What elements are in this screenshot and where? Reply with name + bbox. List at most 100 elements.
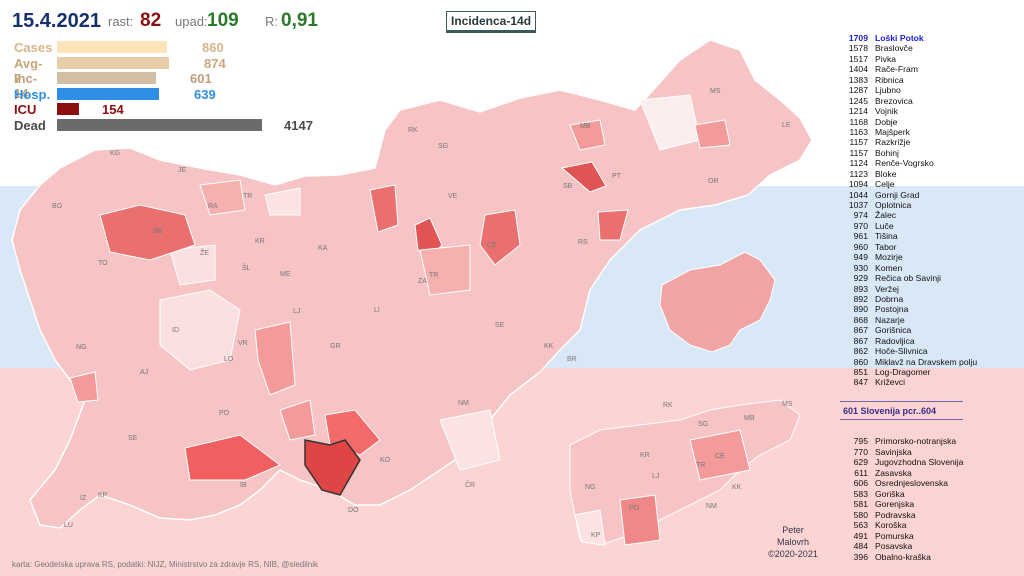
growth-label: rast:	[108, 14, 134, 29]
inset-region-label: LJ	[652, 473, 659, 480]
list-item-name: Ribnica	[875, 74, 904, 85]
inset-region-label: CE	[715, 453, 725, 460]
list-item: 867 Gorišnica	[840, 325, 977, 335]
author-credit: Peter Malovrh ©2020-2021	[750, 524, 836, 560]
list-item: 1094 Celje	[840, 179, 977, 189]
stat-label: Cases	[14, 40, 53, 55]
stat-value: 860	[202, 40, 224, 55]
list-item-name: Bohinj	[875, 147, 899, 158]
region-celje	[479, 209, 521, 266]
list-item-name: Oplotnica	[875, 200, 912, 210]
town-label: ZA	[418, 278, 427, 285]
town-label: VR	[238, 340, 248, 347]
town-label: SE	[128, 435, 138, 442]
town-label: KO	[380, 457, 391, 464]
town-label: LO	[224, 356, 234, 363]
inset-region-label: NM	[706, 503, 717, 510]
town-label: IZ	[80, 495, 87, 502]
list-item-name: Log-Dragomer	[875, 367, 931, 377]
town-label: KP	[98, 492, 108, 499]
town-label: RS	[578, 239, 588, 246]
slovenia-outline	[11, 39, 813, 529]
inset-region-label: PO	[629, 505, 640, 512]
list-item: 892 Dobrna	[840, 294, 977, 304]
inset-region-label: KK	[732, 484, 742, 491]
list-item-name: Jugovzhodna Slovenija	[875, 457, 964, 468]
list-item: 960 Tabor	[840, 242, 977, 252]
list-item-name: Luče	[875, 220, 894, 231]
stat-value: 874	[204, 55, 226, 71]
list-item: 970 Luče	[840, 221, 977, 231]
inset-region-label: NG	[585, 484, 596, 491]
list-item-value: 1163	[849, 126, 868, 137]
list-item-value: 1404	[848, 64, 868, 75]
list-item-name: Mozirje	[875, 252, 903, 263]
slovenia-total: 601 Slovenija pcr..604	[843, 406, 937, 416]
list-item-value: 1578	[848, 43, 868, 54]
list-item: 893 Veržej	[840, 284, 977, 294]
inset-region-label: MS	[782, 401, 793, 408]
list-item-value: 862	[853, 346, 868, 357]
town-label: CE	[487, 242, 497, 249]
list-item-value: 1094	[848, 179, 868, 190]
town-label: LU	[64, 522, 73, 529]
list-item-name: Podravska	[875, 509, 916, 520]
list-item-value: 770	[853, 446, 868, 457]
list-item: 1287 Ljubno	[840, 85, 977, 95]
list-item-name: Nazarje	[875, 314, 905, 325]
list-item: 1578 Braslovče	[840, 43, 977, 53]
stat-bar	[57, 72, 156, 84]
list-item: 563 Koroška	[840, 520, 963, 531]
list-item: 1709 Loški Potok	[840, 33, 977, 43]
town-label: SG	[438, 143, 448, 150]
list-item-value: 1124	[849, 158, 868, 169]
list-item-value: 606	[853, 478, 868, 489]
list-item-name: Goriška	[875, 488, 905, 499]
town-label: RA	[208, 203, 218, 210]
list-item: 868 Nazarje	[840, 315, 977, 325]
list-item-value: 890	[853, 304, 868, 315]
list-item-name: Gornji Grad	[875, 189, 920, 200]
list-item: 860 Miklavž na Dravskem polju	[840, 356, 978, 367]
town-label: NG	[76, 344, 87, 351]
list-item-name: Rečica ob Savinji	[875, 273, 941, 284]
inset-region-primorsko-notranjska	[619, 494, 661, 546]
stat-bar	[57, 41, 167, 53]
list-item-name: Vojnik	[875, 106, 898, 117]
region-pale-1	[159, 289, 241, 371]
list-item: 580 Podravska	[840, 510, 963, 521]
list-item: 847 Križevci	[840, 377, 977, 387]
list-item-name: Hoče-Slivnica	[875, 346, 928, 357]
data-credits: karta: Geodetska uprava RS, podatki: NIJ…	[12, 560, 319, 569]
list-item-name: Veržej	[875, 283, 899, 294]
regions-list: 795 Primorsko-notranjska 770 Savinjska 629 Ju…	[840, 436, 964, 563]
list-item-name: Ljubno	[875, 85, 901, 96]
list-item: 795 Primorsko-notranjska	[840, 436, 963, 447]
list-item: 974 Žalec	[840, 210, 977, 220]
list-item-value: 868	[853, 314, 868, 325]
list-item-value: 484	[853, 541, 868, 552]
list-item-name: Tišina	[875, 231, 898, 242]
list-item-value: 860	[853, 356, 868, 367]
region-mid-7	[569, 119, 606, 151]
town-label: KK	[544, 343, 554, 350]
stat-label: Inc-14	[14, 71, 38, 101]
inset-region-label: RK	[663, 402, 673, 409]
list-item-name: Koroška	[875, 520, 907, 531]
list-item: 1404 Rače-Fram	[840, 64, 977, 74]
list-item-name: Dobje	[875, 116, 898, 127]
list-item-value: 1157	[849, 147, 868, 158]
list-item: 949 Mozirje	[840, 252, 977, 262]
list-item-value: 1123	[849, 168, 868, 179]
list-item: 1123 Bloke	[840, 169, 977, 179]
town-label: AJ	[140, 369, 148, 376]
stat-bar	[57, 56, 169, 69]
list-item: 583 Goriška	[840, 489, 963, 500]
list-item-value: 1287	[848, 85, 868, 96]
inset-region-label: MB	[744, 415, 755, 422]
region-majsperk	[560, 161, 607, 193]
town-label: TR	[429, 272, 438, 279]
stat-value: 639	[194, 86, 216, 102]
list-item-value: 892	[853, 293, 868, 304]
